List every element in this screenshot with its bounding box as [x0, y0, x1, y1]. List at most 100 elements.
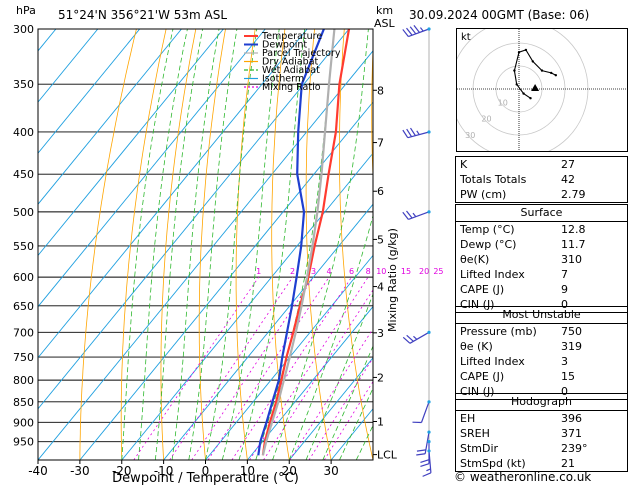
- hodograph-table: Hodograph EH 396 SREH 371 StmDir 239° StmSpd (…: [455, 393, 628, 472]
- temp-tick-label: 30: [323, 464, 338, 478]
- index-value: 310: [561, 253, 582, 266]
- index-value: 0: [561, 385, 568, 398]
- legend-label: Isotherm: [262, 74, 304, 85]
- index-row: Totals Totals 42: [456, 172, 627, 187]
- index-row: PW (cm) 2.79: [456, 187, 627, 202]
- most-unstable-title: Most Unstable: [502, 308, 581, 321]
- hodograph-title: Hodograph: [511, 395, 572, 408]
- wind-barb-staff: [408, 211, 430, 220]
- index-row: Lifted Index 7: [456, 267, 627, 282]
- wind-barb-dot: [427, 130, 431, 134]
- index-label: Pressure (mb): [460, 325, 537, 338]
- index-row: EH 396: [456, 410, 627, 426]
- index-label: θe (K): [460, 340, 493, 353]
- index-row: CIN (J) 0: [456, 297, 627, 312]
- index-value: 7: [561, 268, 568, 281]
- wet-adiabat-line: [305, 292, 373, 460]
- mixing-ratio-axis-label: Mixing Ratio (g/kg): [386, 228, 399, 332]
- hodograph-plot: kt 10 20 30: [449, 19, 627, 159]
- wind-barb-dot: [427, 27, 431, 31]
- temp-tick-label: -30: [70, 464, 90, 478]
- pressure-tick-label: 550: [13, 240, 34, 253]
- hodograph-panel: kt 10 20 30: [449, 19, 628, 159]
- wind-barb-flag: [412, 212, 417, 218]
- km-tick-label: 8: [377, 84, 384, 97]
- pressure-tick-label: 750: [13, 351, 34, 364]
- location-label: 51°24'N 356°21'W 53m ASL: [58, 8, 228, 22]
- temp-tick-label: 10: [240, 464, 255, 478]
- surface-table: Surface Temp (°C) 12.8 Dewp (°C) 11.7 θe(K) 3…: [455, 204, 628, 313]
- index-label: Lifted Index: [460, 268, 525, 281]
- wet-adiabat-line: [339, 387, 373, 460]
- index-value: 21: [561, 457, 575, 470]
- index-row: StmDir 239°: [456, 441, 627, 456]
- wind-barb-flag: [409, 26, 417, 35]
- index-row: SREH 371: [456, 426, 627, 441]
- index-row: CAPE (J) 9: [456, 282, 627, 297]
- copyright-footer: © weatheronline.co.uk: [454, 470, 592, 484]
- legend-label: Parcel Trajectory: [262, 48, 341, 59]
- wet-adiabat-line: [121, 29, 174, 460]
- mixing-ratio-label: 25: [433, 267, 443, 276]
- wind-barb-flag: [406, 210, 413, 219]
- temp-tick-label: 0: [202, 464, 210, 478]
- index-value: 2.79: [561, 188, 586, 201]
- dry-adiabat-line: [371, 40, 373, 185]
- wet-adiabat-line: [272, 29, 369, 460]
- index-row: Temp (°C) 12.8: [456, 221, 627, 237]
- mixing-ratio-line: [249, 276, 369, 460]
- x-axis-label: Dewpoint / Temperature (°C): [112, 471, 299, 486]
- dry-adiabat-line: [339, 29, 373, 460]
- hodo-ring-label: 30: [465, 131, 475, 140]
- index-label: CIN (J): [460, 385, 495, 398]
- mixing-ratio-label: 8: [366, 267, 371, 276]
- wind-barb-flag: [406, 27, 413, 36]
- dry-adiabat-line: [305, 29, 332, 460]
- km-tick-label: 2: [377, 371, 384, 384]
- wind-barb-dot: [427, 430, 431, 434]
- wet-adiabat-line: [322, 345, 373, 460]
- series-dewpoint: [257, 29, 325, 456]
- km-tick-label: 4: [377, 281, 384, 294]
- pressure-unit-label: hPa: [16, 4, 36, 17]
- wind-barb-staff: [408, 28, 430, 38]
- index-label: CAPE (J): [460, 283, 505, 296]
- wind-barb-staff: [420, 401, 430, 423]
- pressure-tick-label: 350: [13, 78, 34, 91]
- index-value: 319: [561, 340, 582, 353]
- wind-barb-flag: [402, 336, 411, 344]
- temp-tick-label: -10: [154, 464, 174, 478]
- dry-adiabat-line: [79, 29, 137, 460]
- index-value: 15: [561, 370, 575, 383]
- pressure-tick-label: 950: [13, 436, 34, 449]
- hodo-point: [529, 97, 532, 100]
- surface-title: Surface: [520, 206, 563, 219]
- wind-barb-flag: [402, 29, 409, 37]
- pressure-tick-label: 450: [13, 168, 34, 181]
- temp-tick-label: -20: [112, 464, 132, 478]
- wind-barb-flag: [413, 335, 418, 340]
- wind-barb-flag: [406, 334, 414, 342]
- hodo-point: [522, 92, 525, 95]
- temp-tick-label: -40: [28, 464, 48, 478]
- mixing-ratio-line: [169, 276, 293, 460]
- pressure-tick-label: 400: [13, 126, 34, 139]
- series-temperature: [261, 29, 351, 456]
- mixing-ratio-label: 10: [376, 267, 386, 276]
- km-tick-label: 7: [377, 137, 384, 150]
- wet-adiabat-line: [188, 29, 238, 460]
- hodo-point: [531, 60, 534, 63]
- km-tick-label: 1: [377, 415, 384, 428]
- pressure-tick-label: 850: [13, 396, 34, 409]
- mixing-ratio-label: 6: [349, 267, 354, 276]
- index-label: PW (cm): [460, 188, 507, 201]
- wind-barb-flag: [402, 129, 409, 139]
- wind-barb-flag: [416, 449, 426, 452]
- index-row: CIN (J) 0: [456, 384, 627, 399]
- temp-tick-label: 20: [282, 464, 297, 478]
- dry-adiabat-line: [198, 29, 226, 460]
- wet-adiabat-line: [171, 29, 220, 460]
- indices-top-table: K 27 Totals Totals 42 PW (cm) 2.79: [455, 156, 628, 203]
- wind-barb-dot: [427, 400, 431, 404]
- mixing-ratio-label: 15: [401, 267, 411, 276]
